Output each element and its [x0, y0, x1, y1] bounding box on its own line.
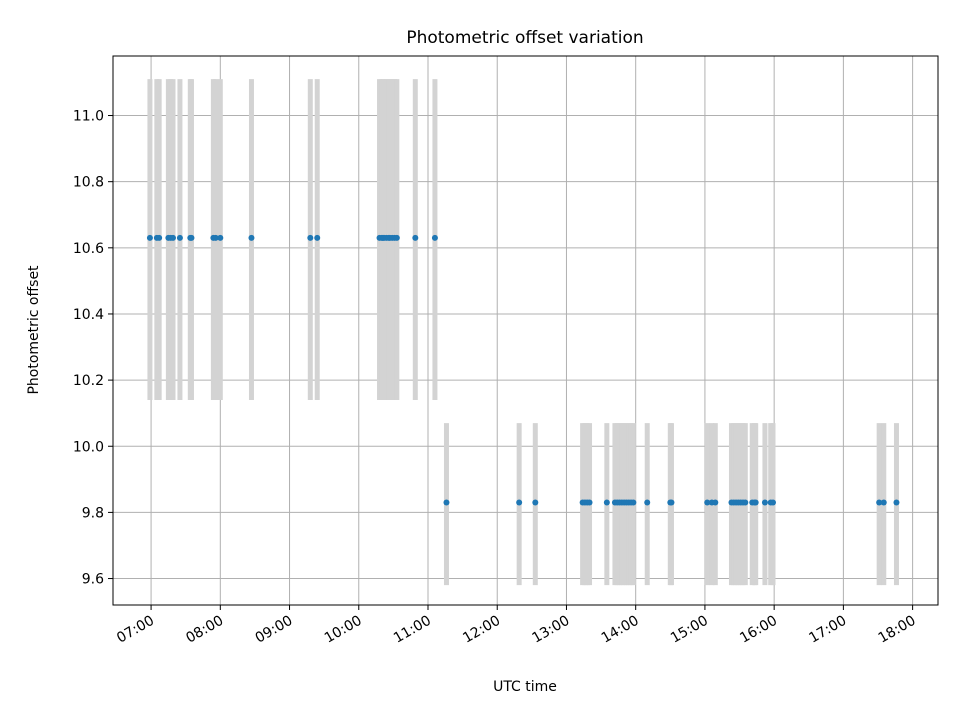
y-tick-label: 9.8	[82, 505, 104, 521]
data-point	[170, 234, 176, 241]
y-axis-ticks: 9.6 9.8 10.0 10.2 10.4 10.6 10.8 11.0	[73, 109, 113, 588]
data-point	[188, 234, 195, 241]
data-point	[876, 499, 883, 506]
y-axis-label: Photometric offset	[26, 265, 42, 395]
data-point	[761, 499, 768, 506]
data-point	[712, 499, 719, 506]
data-point	[212, 234, 219, 241]
data-point	[770, 499, 776, 506]
plot-frame	[112, 55, 939, 606]
data-point	[603, 499, 610, 506]
data-point	[704, 499, 711, 506]
x-axis-label: UTC time	[493, 679, 557, 695]
data-point	[532, 499, 539, 506]
data-point	[314, 234, 321, 241]
chart-title: Photometric offset variation	[406, 28, 643, 48]
data-point	[880, 499, 887, 506]
data-point	[668, 499, 675, 506]
data-point	[307, 234, 314, 241]
grid	[113, 56, 938, 605]
data-point	[176, 234, 183, 241]
y-tick-label: 10.4	[73, 307, 104, 323]
y-tick-label: 10.6	[73, 241, 104, 257]
data-point	[586, 499, 593, 506]
y-tick-label: 10.8	[73, 175, 104, 191]
data-point	[443, 499, 450, 506]
data-point	[217, 234, 224, 241]
data-point	[893, 499, 900, 506]
data-point	[516, 499, 523, 506]
data-point	[393, 234, 400, 241]
y-tick-label: 9.6	[82, 572, 104, 588]
data-point	[644, 499, 651, 506]
y-tick-label: 10.0	[73, 439, 104, 455]
data-point	[630, 499, 637, 506]
data-point	[752, 499, 759, 506]
data-point	[431, 234, 438, 241]
data-points	[146, 234, 900, 506]
data-point	[742, 499, 749, 506]
data-point	[156, 234, 163, 241]
y-tick-label: 11.0	[73, 109, 104, 125]
data-point	[412, 234, 419, 241]
y-tick-label: 10.2	[73, 373, 104, 389]
data-point	[146, 234, 153, 241]
data-point	[248, 234, 255, 241]
